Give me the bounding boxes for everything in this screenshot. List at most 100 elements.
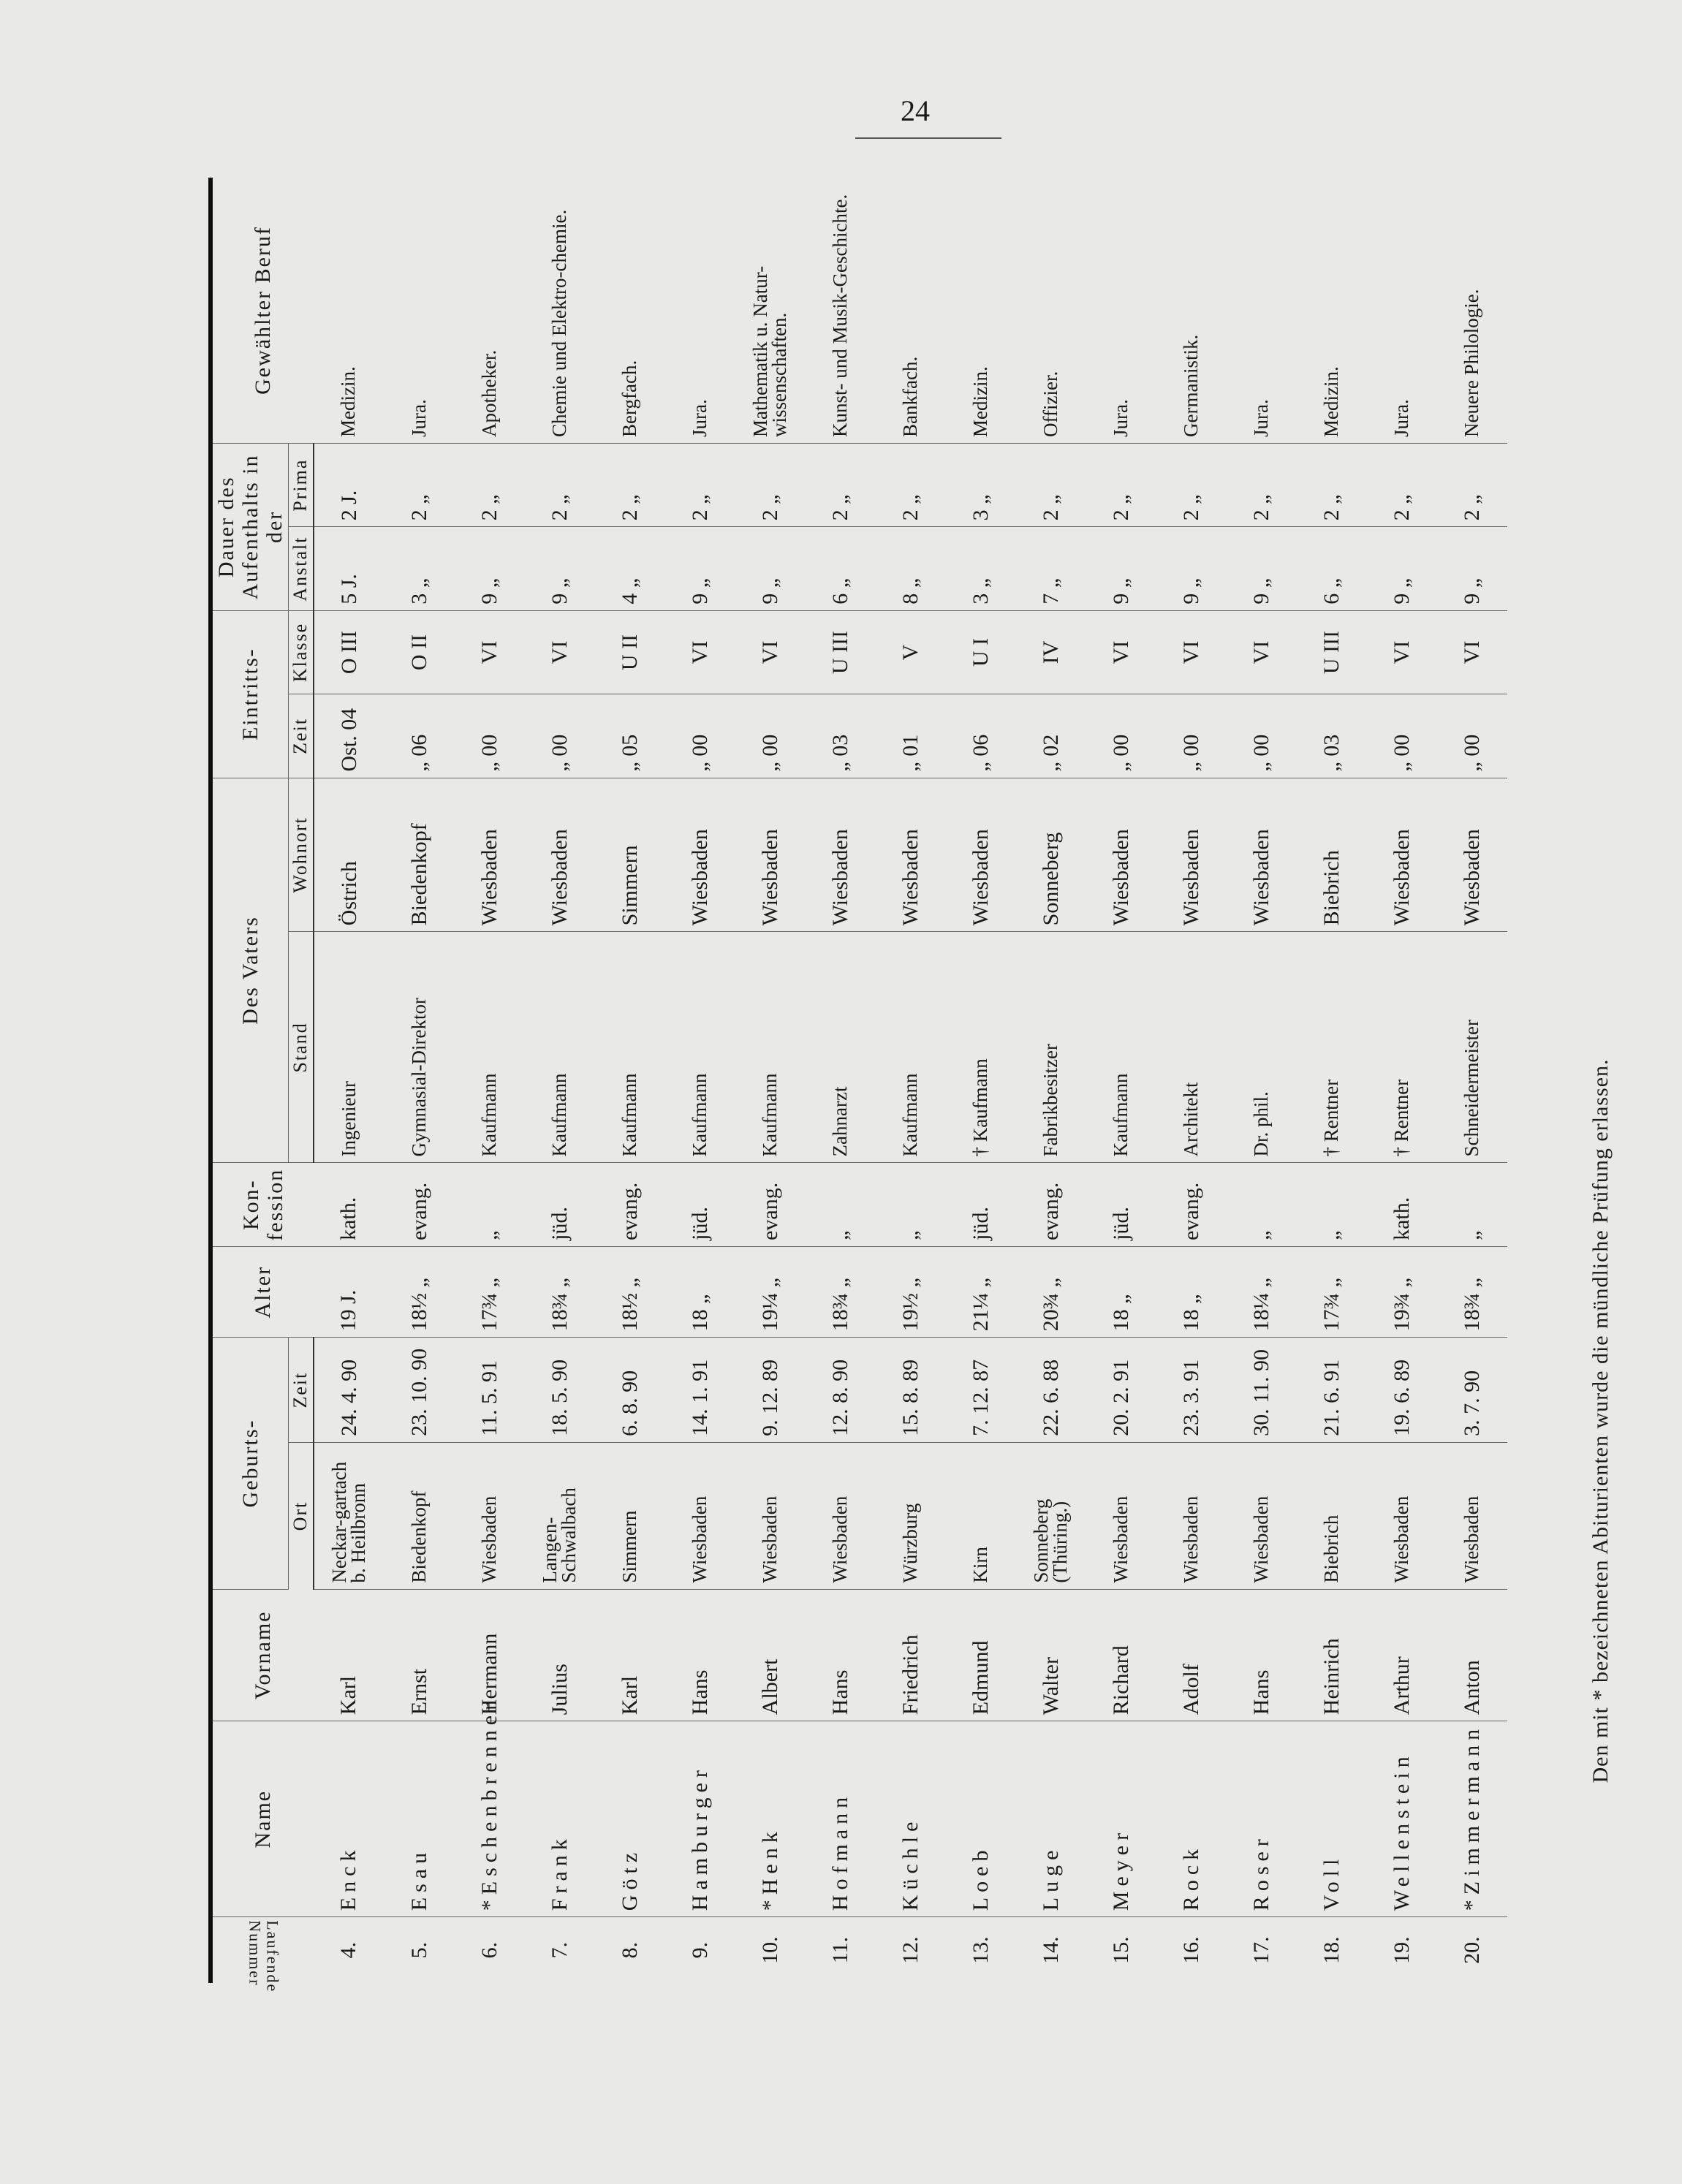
footnote: Den mit * bezeichneten Abiturienten wurd… bbox=[1588, 1058, 1613, 1783]
cell-ein-zeit: „ 02 bbox=[1015, 694, 1086, 778]
cell-nr: 4. bbox=[336, 1941, 361, 1959]
cell-konfession: jüd. bbox=[1086, 1162, 1156, 1247]
cell-name: *Henk bbox=[735, 1721, 806, 1917]
cell-wohnort: Wiesbaden bbox=[524, 778, 595, 932]
cell-prima: 2 „ bbox=[1436, 443, 1507, 527]
cell-zeit: 24. 4. 90 bbox=[313, 1337, 384, 1443]
cell-zeit: 6. 8. 90 bbox=[594, 1337, 665, 1443]
cell-zeit: 11. 5. 91 bbox=[454, 1337, 525, 1443]
cell-alter: 19 J. bbox=[313, 1246, 384, 1338]
cell-klasse: VI bbox=[1226, 610, 1297, 694]
cell-zeit: 30. 11. 90 bbox=[1226, 1337, 1297, 1443]
cell-wohnort: Wiesbaden bbox=[875, 778, 946, 932]
header-nr: Laufende Nummer bbox=[211, 1916, 314, 1992]
table-body: 4. Enck Karl Neckar-gartach b. Heilbronn 24.… bbox=[313, 178, 1507, 1983]
cell-alter: 17¾ „ bbox=[454, 1246, 525, 1338]
cell-konfession: evang. bbox=[1015, 1162, 1086, 1247]
cell-wohnort: Biebrich bbox=[1296, 778, 1367, 932]
cell-alter: 18½ „ bbox=[384, 1246, 455, 1338]
cell-anstalt: 5 J. bbox=[313, 526, 384, 611]
cell-ein-zeit: „ 03 bbox=[805, 694, 876, 778]
cell-alter: 17¾ „ bbox=[1296, 1246, 1367, 1338]
cell-ein-zeit: „ 00 bbox=[1366, 694, 1437, 778]
cell-nr: 13. bbox=[968, 1936, 993, 1964]
cell-name: Hamburger bbox=[664, 1721, 735, 1917]
header-geburt-zeit: Zeit bbox=[288, 1337, 314, 1443]
cell-name: Küchle bbox=[875, 1721, 946, 1917]
cell-prima: 2 „ bbox=[1156, 443, 1227, 527]
cell-stand: Kaufmann bbox=[524, 931, 595, 1163]
cell-ein-zeit: „ 01 bbox=[875, 694, 946, 778]
cell-name: Esau bbox=[384, 1721, 455, 1917]
cell-wohnort: Wiesbaden bbox=[454, 778, 525, 932]
cell-vorname: Heinrich bbox=[1296, 1589, 1367, 1721]
header-geburt: Geburts- bbox=[211, 1337, 289, 1590]
cell-konfession: jüd. bbox=[664, 1162, 735, 1247]
cell-ort: Wiesbaden bbox=[1156, 1442, 1227, 1590]
cell-stand: Gymnasial-Direktor bbox=[384, 931, 455, 1163]
cell-nr: 7. bbox=[547, 1941, 572, 1959]
cell-alter: 19¾ „ bbox=[1366, 1246, 1437, 1338]
cell-name: Roser bbox=[1226, 1721, 1297, 1917]
cell-klasse: VI bbox=[735, 610, 806, 694]
cell-nr: 14. bbox=[1038, 1936, 1063, 1964]
cell-konfession: „ bbox=[1226, 1162, 1297, 1247]
cell-name: Hofmann bbox=[805, 1721, 876, 1917]
cell-wohnort: Wiesbaden bbox=[1156, 778, 1227, 932]
cell-konfession: „ bbox=[1436, 1162, 1507, 1247]
cell-zeit: 19. 6. 89 bbox=[1366, 1337, 1437, 1443]
cell-ort: Neckar-gartach b. Heilbronn bbox=[313, 1442, 384, 1590]
cell-wohnort: Wiesbaden bbox=[1366, 778, 1437, 932]
cell-ort: Biebrich bbox=[1296, 1442, 1367, 1590]
cell-klasse: U III bbox=[1296, 610, 1367, 694]
cell-stand: Kaufmann bbox=[664, 931, 735, 1163]
cell-anstalt: 9 „ bbox=[735, 526, 806, 611]
cell-stand: Kaufmann bbox=[735, 931, 806, 1163]
cell-beruf: Offizier. bbox=[1015, 178, 1086, 444]
cell-prima: 2 „ bbox=[454, 443, 525, 527]
cell-name: *Eschenbrenner bbox=[454, 1698, 525, 1917]
cell-zeit: 9. 12. 89 bbox=[735, 1337, 806, 1443]
cell-wohnort: Sonneberg bbox=[1015, 778, 1086, 932]
cell-beruf: Bergfach. bbox=[594, 178, 665, 444]
cell-anstalt: 9 „ bbox=[664, 526, 735, 611]
cell-klasse: U I bbox=[945, 610, 1016, 694]
cell-ein-zeit: „ 00 bbox=[735, 694, 806, 778]
cell-prima: 2 „ bbox=[524, 443, 595, 527]
cell-vorname: Richard bbox=[1086, 1589, 1156, 1721]
cell-ort: Wiesbaden bbox=[1086, 1442, 1156, 1590]
cell-vorname: Hermann bbox=[454, 1589, 525, 1721]
cell-name: Luge bbox=[1015, 1721, 1086, 1917]
cell-anstalt: 9 „ bbox=[1436, 526, 1507, 611]
cell-vorname: Friedrich bbox=[875, 1589, 946, 1721]
table-row: 15. Meyer Richard Wiesbaden 20. 2. 91 18 „ jüd… bbox=[1086, 178, 1156, 1983]
cell-beruf: Jura. bbox=[1226, 178, 1297, 444]
header-dauer-prima: Prima bbox=[288, 443, 314, 527]
cell-konfession: jüd. bbox=[524, 1162, 595, 1247]
cell-zeit: 21. 6. 91 bbox=[1296, 1337, 1367, 1443]
cell-klasse: VI bbox=[524, 610, 595, 694]
cell-beruf: Neuere Philologie. bbox=[1436, 178, 1507, 444]
cell-zeit: 15. 8. 89 bbox=[875, 1337, 946, 1443]
table-row: 16. Rock Adolf Wiesbaden 23. 3. 91 18 „ evang.… bbox=[1156, 178, 1227, 1983]
cell-wohnort: Wiesbaden bbox=[1226, 778, 1297, 932]
cell-vorname: Hans bbox=[664, 1589, 735, 1721]
cell-ein-zeit: „ 00 bbox=[1156, 694, 1227, 778]
header-konfession: Kon-fession bbox=[211, 1162, 314, 1247]
cell-konfession: „ bbox=[1296, 1162, 1367, 1247]
cell-prima: 2 „ bbox=[1226, 443, 1297, 527]
cell-klasse: U III bbox=[805, 610, 876, 694]
cell-alter: 21¼ „ bbox=[945, 1246, 1016, 1338]
cell-klasse: VI bbox=[1436, 610, 1507, 694]
cell-klasse: VI bbox=[454, 610, 525, 694]
cell-name: Meyer bbox=[1086, 1721, 1156, 1917]
cell-nr: 17. bbox=[1249, 1936, 1273, 1964]
cell-nr: 11. bbox=[827, 1936, 852, 1964]
cell-prima: 2 J. bbox=[313, 443, 384, 527]
header-eintritt-klasse: Klasse bbox=[288, 610, 314, 694]
cell-prima: 2 „ bbox=[805, 443, 876, 527]
table-row: 4. Enck Karl Neckar-gartach b. Heilbronn 24.… bbox=[313, 178, 384, 1983]
cell-beruf: Jura. bbox=[384, 178, 455, 444]
cell-beruf: Jura. bbox=[1086, 178, 1156, 444]
cell-nr: 18. bbox=[1319, 1936, 1344, 1964]
